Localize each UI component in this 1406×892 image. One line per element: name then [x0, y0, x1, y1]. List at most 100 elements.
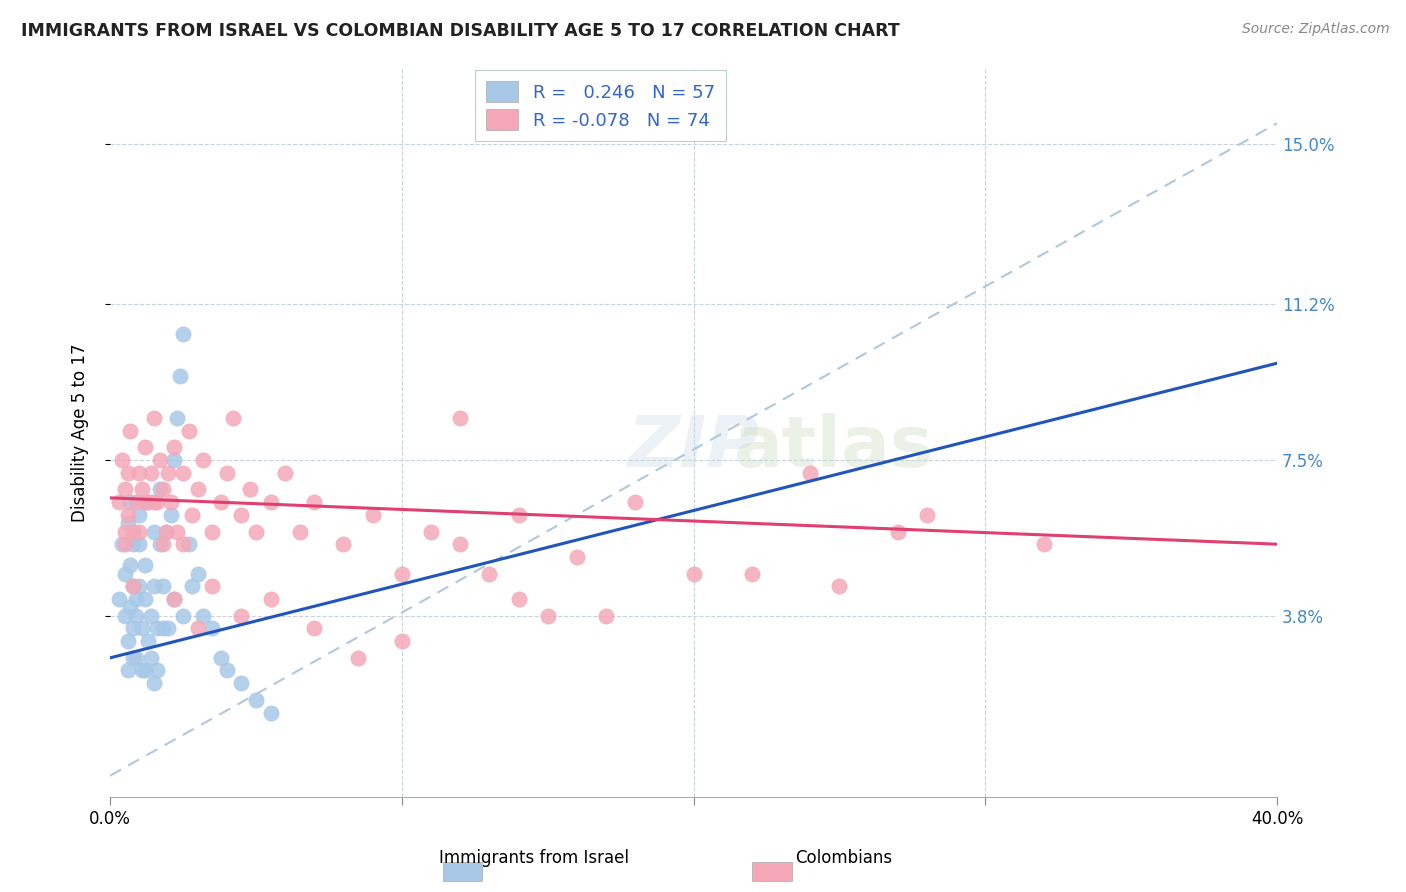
Point: [122, 579, 145, 593]
Point: [139, 650, 162, 665]
Point: [215, 466, 238, 480]
Point: [155, 524, 177, 539]
Text: Source: ZipAtlas.com: Source: ZipAtlas.com: [1241, 22, 1389, 37]
Point: [172, 466, 194, 480]
Point: [125, 495, 148, 509]
Point: [239, 483, 262, 497]
Point: [160, 508, 183, 522]
Point: [595, 608, 617, 623]
Point: [142, 524, 165, 539]
Point: [125, 650, 148, 665]
Point: [122, 650, 145, 665]
Point: [193, 608, 215, 623]
Point: [136, 495, 159, 509]
Point: [131, 483, 153, 497]
Point: [478, 566, 501, 581]
Point: [149, 483, 172, 497]
Point: [449, 410, 471, 425]
Point: [682, 566, 704, 581]
Point: [160, 495, 183, 509]
Point: [741, 566, 763, 581]
Point: [565, 549, 588, 564]
Point: [128, 524, 150, 539]
Point: [120, 424, 142, 438]
Point: [120, 495, 142, 509]
Point: [259, 495, 281, 509]
Point: [152, 537, 174, 551]
Point: [391, 634, 413, 648]
Point: [347, 650, 370, 665]
Point: [128, 579, 150, 593]
Point: [332, 537, 354, 551]
Point: [166, 524, 188, 539]
Point: [180, 508, 202, 522]
Point: [125, 591, 148, 606]
Point: [128, 508, 150, 522]
Point: [163, 591, 186, 606]
Point: [120, 558, 142, 573]
Point: [111, 453, 134, 467]
Point: [142, 676, 165, 690]
Point: [114, 524, 136, 539]
Point: [117, 516, 139, 530]
Point: [117, 664, 139, 678]
Point: [152, 579, 174, 593]
Point: [114, 537, 136, 551]
Point: [108, 495, 131, 509]
Point: [134, 664, 156, 678]
Point: [828, 579, 851, 593]
Point: [209, 650, 232, 665]
Point: [149, 453, 172, 467]
Point: [361, 508, 384, 522]
Point: [508, 591, 530, 606]
Point: [120, 600, 142, 615]
Point: [117, 634, 139, 648]
Point: [288, 524, 311, 539]
Point: [274, 466, 297, 480]
Point: [117, 466, 139, 480]
Point: [136, 634, 159, 648]
Point: [152, 621, 174, 635]
Point: [187, 566, 209, 581]
Point: [163, 453, 186, 467]
Point: [122, 621, 145, 635]
Legend: R =   0.246   N = 57, R = -0.078   N = 74: R = 0.246 N = 57, R = -0.078 N = 74: [475, 70, 725, 141]
Point: [134, 441, 156, 455]
Point: [180, 579, 202, 593]
Point: [125, 608, 148, 623]
Point: [231, 676, 253, 690]
Point: [139, 608, 162, 623]
Point: [114, 483, 136, 497]
Point: [157, 621, 180, 635]
Point: [166, 410, 188, 425]
Point: [131, 621, 153, 635]
Point: [449, 537, 471, 551]
Point: [142, 579, 165, 593]
Point: [114, 608, 136, 623]
Point: [177, 424, 200, 438]
Point: [128, 537, 150, 551]
Point: [134, 591, 156, 606]
Point: [221, 410, 243, 425]
Point: [111, 537, 134, 551]
Point: [152, 483, 174, 497]
Point: [108, 591, 131, 606]
Point: [887, 524, 910, 539]
Point: [1032, 537, 1054, 551]
Point: [915, 508, 938, 522]
Point: [201, 524, 224, 539]
Text: IMMIGRANTS FROM ISRAEL VS COLOMBIAN DISABILITY AGE 5 TO 17 CORRELATION CHART: IMMIGRANTS FROM ISRAEL VS COLOMBIAN DISA…: [21, 22, 900, 40]
Point: [231, 608, 253, 623]
Point: [201, 579, 224, 593]
Point: [215, 664, 238, 678]
Point: [304, 495, 326, 509]
Point: [231, 508, 253, 522]
Point: [157, 466, 180, 480]
Point: [177, 537, 200, 551]
Point: [155, 524, 177, 539]
Point: [169, 368, 191, 383]
Point: [304, 621, 326, 635]
Point: [420, 524, 443, 539]
Point: [139, 466, 162, 480]
Point: [537, 608, 560, 623]
